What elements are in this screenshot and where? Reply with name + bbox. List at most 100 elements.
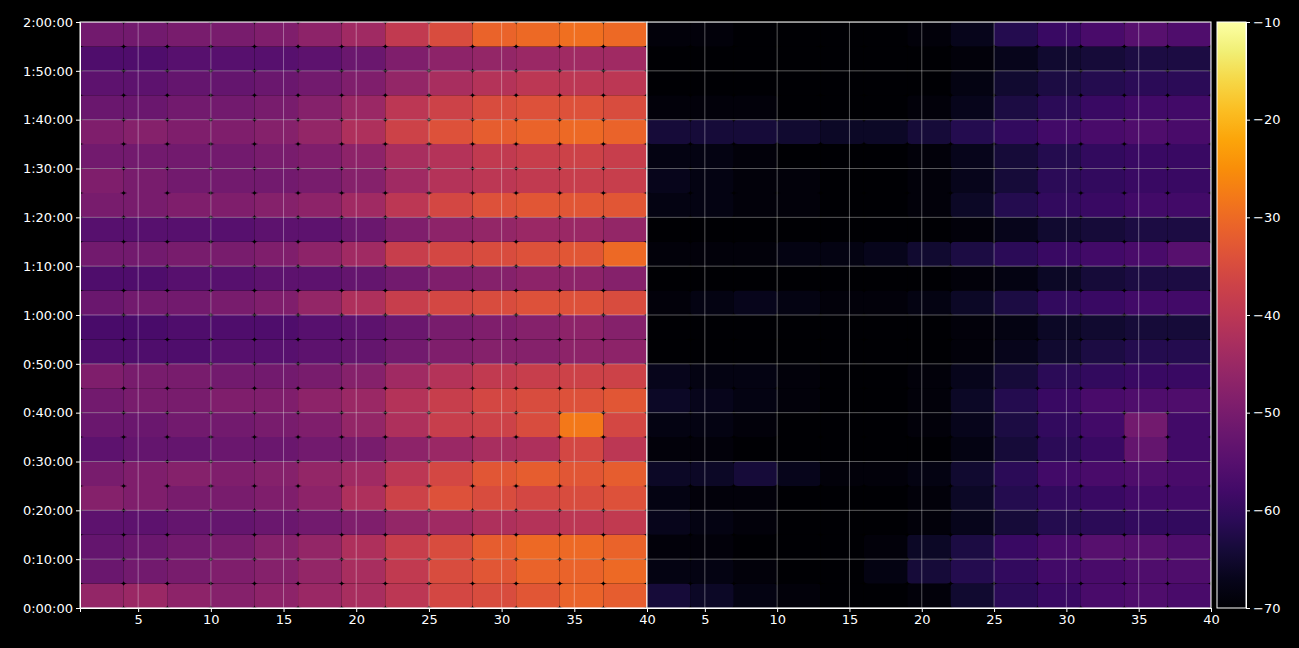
heat-cell (385, 193, 429, 217)
heat-cell (167, 462, 211, 486)
heat-cell (994, 315, 1037, 339)
heat-cell (777, 364, 820, 388)
heat-cell (777, 291, 820, 315)
heat-cell (167, 46, 211, 70)
heat-cell (1168, 242, 1211, 266)
heat-cell (211, 339, 255, 363)
heat-cell (298, 120, 342, 144)
heat-cell (80, 242, 124, 266)
heat-cell (211, 266, 255, 290)
heat-cell (254, 22, 298, 46)
heat-cell (516, 95, 560, 119)
heat-cell (1037, 46, 1080, 70)
heat-cell (516, 217, 560, 241)
heat-cell (473, 242, 517, 266)
heat-cell (385, 559, 429, 583)
heat-cell (864, 315, 907, 339)
heat-cell (254, 413, 298, 437)
heat-cell (777, 46, 820, 70)
tick-mark (1246, 315, 1250, 316)
heat-cell (560, 315, 604, 339)
heat-cell (603, 339, 647, 363)
heat-cell (473, 144, 517, 168)
heat-cell (167, 169, 211, 193)
tick-label: 2:00:00 (23, 15, 73, 30)
grid (80, 22, 647, 608)
tick-label: −70 (1253, 601, 1280, 616)
heat-cell (734, 559, 777, 583)
tick-mark (1246, 510, 1250, 511)
tick-mark (76, 120, 80, 121)
heat-cell (1037, 559, 1080, 583)
heat-cell (167, 95, 211, 119)
heat-cell (560, 22, 604, 46)
heat-cell (560, 462, 604, 486)
heat-cell (1037, 169, 1080, 193)
tick: 0:20:00 (23, 503, 80, 518)
heat-cell (603, 559, 647, 583)
heat-cell (167, 339, 211, 363)
heat-cell (864, 242, 907, 266)
heat-cell (1168, 339, 1211, 363)
heat-cell (951, 46, 994, 70)
heat-cell (734, 22, 777, 46)
heat-cell (821, 413, 864, 437)
heat-cell (690, 510, 733, 534)
heat-cell (211, 388, 255, 412)
heat-cell (167, 217, 211, 241)
heat-cell (647, 169, 690, 193)
heat-cell (385, 266, 429, 290)
heat-cell (1168, 266, 1211, 290)
tick: 2:00:00 (23, 15, 80, 30)
heat-cell (124, 339, 168, 363)
heat-cell (647, 46, 690, 70)
heat-cell (777, 437, 820, 461)
heat-cell (298, 339, 342, 363)
heat-cell (647, 339, 690, 363)
heat-cell (734, 437, 777, 461)
heat-cell (385, 339, 429, 363)
heat-cell (254, 95, 298, 119)
heat-cell (254, 510, 298, 534)
heat-cell (211, 22, 255, 46)
heat-cell (734, 144, 777, 168)
grid-line (647, 363, 1211, 364)
heat-cell (603, 22, 647, 46)
x-axis: 510152025303540 (648, 608, 1220, 627)
heat-cell (734, 315, 777, 339)
heat-cell (1124, 266, 1167, 290)
heat-cell (473, 559, 517, 583)
heat-cell (1037, 388, 1080, 412)
heat-cell (994, 462, 1037, 486)
heat-cell (473, 217, 517, 241)
heat-cell (516, 486, 560, 510)
heat-cell (516, 584, 560, 608)
heat-cell (516, 120, 560, 144)
heat-cell (385, 46, 429, 70)
heat-cell (603, 364, 647, 388)
heat-cell (603, 510, 647, 534)
heat-cell (864, 144, 907, 168)
heat-cell (342, 437, 386, 461)
heat-cell (560, 291, 604, 315)
tick-label: −20 (1253, 112, 1280, 127)
heat-cell (298, 437, 342, 461)
chart-root: 5101520253035400:00:000:10:000:20:000:30… (0, 0, 1299, 648)
heat-cell (951, 169, 994, 193)
heat-cell (211, 584, 255, 608)
heat-cell (864, 120, 907, 144)
heat-cell (907, 388, 950, 412)
heat-cell (167, 437, 211, 461)
heat-cell (342, 339, 386, 363)
heat-cell (690, 315, 733, 339)
heat-cell (821, 266, 864, 290)
heat-cell (211, 413, 255, 437)
grid-line (80, 168, 647, 169)
heat-cell (124, 169, 168, 193)
heat-cell (429, 46, 473, 70)
heat-cell (1124, 364, 1167, 388)
heat-cell (1168, 71, 1211, 95)
heat-cell (429, 291, 473, 315)
heat-cell (254, 388, 298, 412)
grid-line (80, 266, 647, 267)
